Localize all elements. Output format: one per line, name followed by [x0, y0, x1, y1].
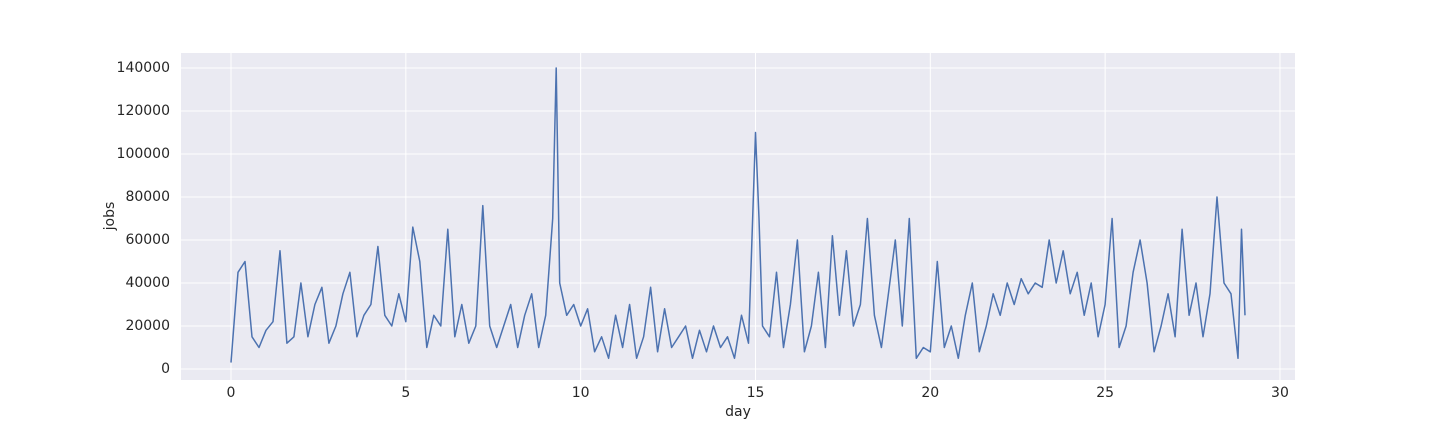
x-tick-label: 25 [1096, 385, 1114, 401]
plot-area [181, 53, 1295, 380]
y-tick-label: 100000 [117, 146, 170, 162]
y-axis-label: jobs [102, 202, 118, 232]
y-tick-label: 140000 [117, 60, 170, 76]
y-tick-label: 20000 [125, 318, 170, 334]
x-tick-label: 30 [1271, 385, 1289, 401]
y-tick-label: 120000 [117, 103, 170, 119]
x-axis-label: day [725, 404, 751, 420]
y-tick-label: 0 [161, 361, 170, 377]
y-tick-label: 80000 [125, 189, 170, 205]
data-line [230, 67, 1246, 363]
x-tick-label: 20 [921, 385, 939, 401]
x-tick-label: 0 [227, 385, 236, 401]
y-tick-label: 60000 [125, 232, 170, 248]
x-tick-label: 15 [747, 385, 765, 401]
x-tick-label: 10 [572, 385, 590, 401]
x-tick-label: 5 [401, 385, 410, 401]
y-tick-label: 40000 [125, 275, 170, 291]
